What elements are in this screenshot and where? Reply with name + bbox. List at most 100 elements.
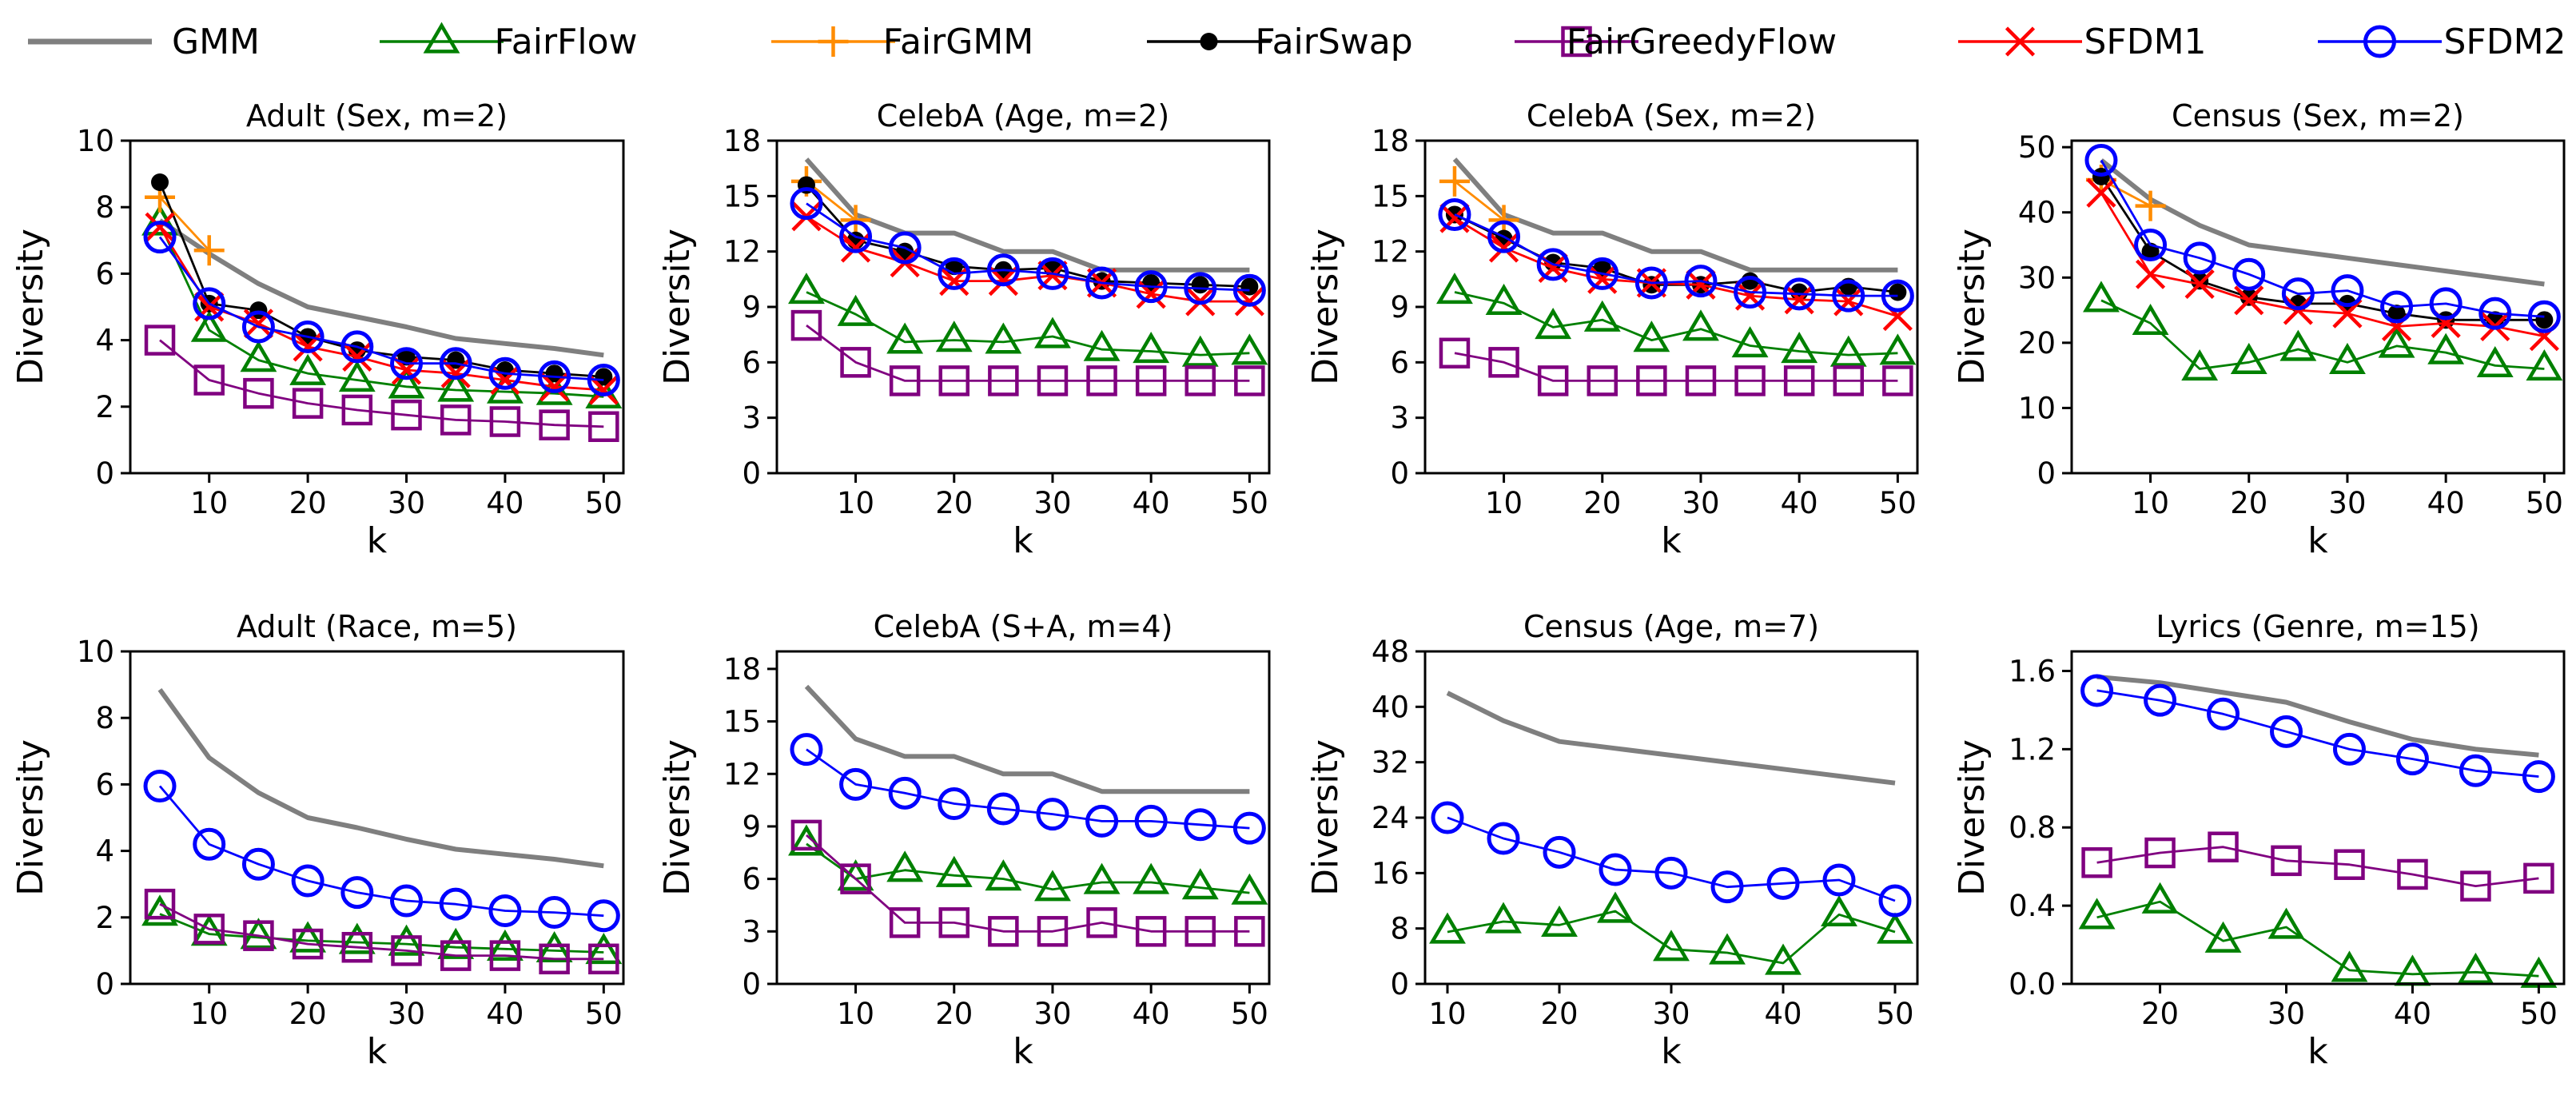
- x-axis-label: k: [1013, 1031, 1033, 1072]
- x-axis-label: k: [1661, 1031, 1682, 1072]
- data-point: [2394, 954, 2431, 986]
- x-tick-label: 30: [1033, 486, 1071, 520]
- legend-marker: [2363, 25, 2396, 58]
- data-point: [788, 273, 825, 305]
- data-point: [143, 221, 177, 254]
- data-point: [886, 322, 924, 354]
- data-point: [489, 940, 521, 971]
- data-point: [2086, 177, 2116, 208]
- data-point: [1653, 930, 1690, 962]
- panel-title: Adult (Race, m=5): [237, 609, 517, 644]
- y-tick-label: 8: [95, 701, 114, 735]
- data-point: [888, 776, 922, 810]
- data-point: [790, 733, 823, 766]
- series-line: [158, 218, 604, 358]
- data-point: [1234, 916, 1265, 947]
- data-point: [2271, 845, 2302, 877]
- panel-title: CelebA (S+A, m=4): [874, 609, 1173, 644]
- data-point: [2397, 858, 2428, 890]
- series-gmm: [1446, 691, 1896, 786]
- series-fairgreedyflow: [2081, 831, 2554, 902]
- y-axis-label: Diversity: [10, 739, 51, 896]
- series-line: [158, 785, 604, 918]
- data-point: [2204, 921, 2242, 953]
- data-point: [193, 364, 225, 396]
- x-tick-label: 50: [585, 997, 623, 1031]
- data-point: [2135, 259, 2166, 289]
- series-line: [1454, 291, 1898, 356]
- data-point: [2526, 349, 2563, 381]
- series-line: [157, 688, 604, 869]
- panel-title: Census (Sex, m=2): [2172, 98, 2464, 133]
- legend-label: FairGreedyFlow: [1567, 22, 1837, 62]
- data-point: [1085, 804, 1119, 838]
- data-point: [839, 767, 873, 801]
- series-sfdm2: [790, 187, 1266, 307]
- series-line: [2100, 158, 2545, 287]
- data-point: [2460, 870, 2491, 902]
- data-point: [241, 847, 275, 881]
- series-line: [2096, 674, 2539, 758]
- data-point: [2132, 303, 2169, 336]
- series-line: [806, 291, 1250, 356]
- data-point: [1234, 286, 1264, 317]
- series-line: [2096, 689, 2539, 778]
- data-point: [2144, 683, 2177, 717]
- data-point: [1878, 884, 1912, 918]
- y-tick-label: 0: [1390, 456, 1409, 491]
- x-tick-label: 10: [190, 997, 228, 1031]
- data-point: [1682, 309, 1719, 341]
- series-gmm: [158, 218, 604, 358]
- panel-celeba-age-m-2: CelebA (Age, m=2) 10 20 30 40 50 0 3 6 9 12 15 18 k Di…: [657, 98, 1271, 561]
- series-fairgreedyflow: [790, 309, 1265, 396]
- series-line: [1454, 217, 1898, 317]
- legend-marker: [2005, 26, 2036, 57]
- panel-adult-race-m-5: Adult (Race, m=5) 10 20 30 40 50 0 2 4 6 8 10 k Diver…: [10, 609, 625, 1072]
- data-point: [2522, 760, 2555, 794]
- data-point: [2134, 229, 2168, 262]
- data-point: [1086, 365, 1117, 396]
- y-tick-label: 4: [95, 324, 114, 358]
- series-sfdm2: [1438, 197, 1914, 313]
- series-line: [2100, 192, 2545, 338]
- x-tick-label: 30: [388, 486, 425, 520]
- data-point: [1438, 197, 1471, 231]
- y-tick-label: 15: [723, 179, 761, 213]
- data-point: [988, 916, 1019, 947]
- data-point: [1634, 266, 1668, 300]
- x-tick-label: 40: [486, 997, 524, 1031]
- data-point: [1083, 862, 1121, 894]
- data-point: [1431, 801, 1464, 834]
- data-point: [1882, 365, 1913, 396]
- y-tick-label: 0.4: [2009, 889, 2056, 923]
- series-fairflow: [1429, 891, 1913, 975]
- y-tick-label: 1.6: [2009, 654, 2056, 688]
- data-point: [2144, 837, 2176, 869]
- panel-title: Adult (Sex, m=2): [246, 98, 508, 133]
- data-point: [1037, 916, 1069, 947]
- data-point: [1034, 870, 1071, 902]
- series-sfdm2: [143, 769, 620, 933]
- data-point: [840, 347, 871, 378]
- y-tick-label: 8: [95, 190, 114, 225]
- data-point: [988, 266, 1018, 297]
- data-point: [291, 320, 324, 353]
- data-point: [2380, 290, 2414, 324]
- y-tick-label: 40: [2018, 196, 2056, 230]
- data-point: [2334, 849, 2365, 880]
- series-line: [2100, 159, 2545, 318]
- y-tick-label: 9: [1390, 290, 1409, 325]
- plot-frame: [129, 650, 625, 986]
- data-point: [2478, 297, 2512, 330]
- data-point: [839, 220, 873, 253]
- data-point: [289, 921, 327, 953]
- data-point: [935, 321, 973, 352]
- data-point: [1485, 902, 1522, 934]
- data-point: [790, 819, 822, 851]
- data-point: [1488, 347, 1519, 378]
- x-tick-label: 20: [935, 997, 973, 1031]
- data-point: [1135, 365, 1167, 396]
- data-point: [587, 364, 620, 397]
- data-point: [243, 920, 274, 951]
- y-tick-label: 0.8: [2009, 810, 2056, 845]
